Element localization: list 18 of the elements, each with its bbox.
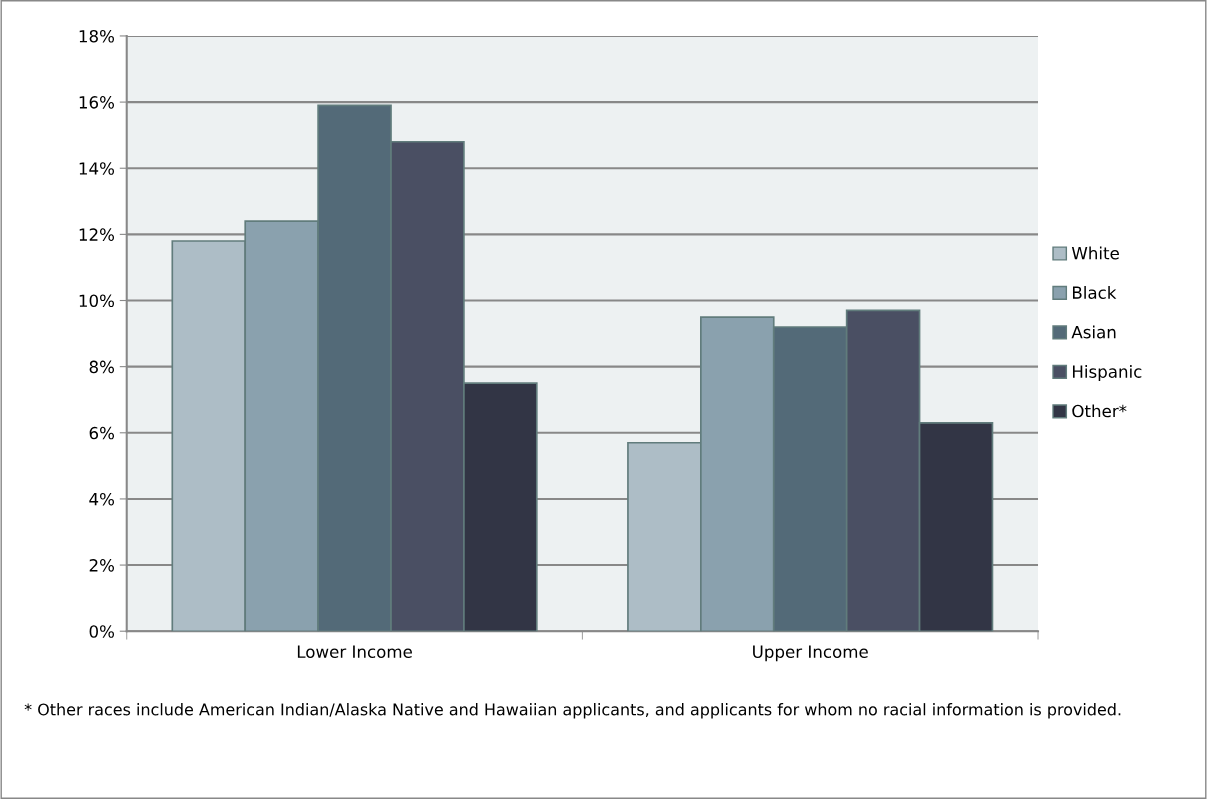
legend-label: White — [1071, 246, 1119, 260]
y-tick-label: 12% — [79, 228, 115, 241]
y-tick-label: 6% — [89, 426, 115, 440]
y-tick-label: 4% — [89, 492, 115, 506]
y-tick-label: 14% — [79, 162, 115, 175]
y-tick-label: 18% — [79, 29, 115, 43]
legend-label: Hispanic — [1072, 364, 1142, 382]
legend-label: Black — [1072, 286, 1117, 299]
y-tick-label: 0% — [89, 625, 115, 638]
legend-label: Asian — [1071, 325, 1116, 339]
y-tick-label: 16% — [79, 96, 115, 109]
y-tick-label: 10% — [79, 294, 115, 308]
y-tick-label: 8% — [89, 360, 115, 374]
x-tick-label: Upper Income — [753, 645, 868, 662]
text: * Other races include American Indian/Alaska Native and Hawaiian applicants, and applicants for whom no racial information is provided. — [24, 703, 1121, 719]
legend-label: Other* — [1072, 404, 1127, 418]
x-tick-label: Lower Income — [297, 645, 412, 658]
y-tick-label: 2% — [89, 559, 115, 572]
